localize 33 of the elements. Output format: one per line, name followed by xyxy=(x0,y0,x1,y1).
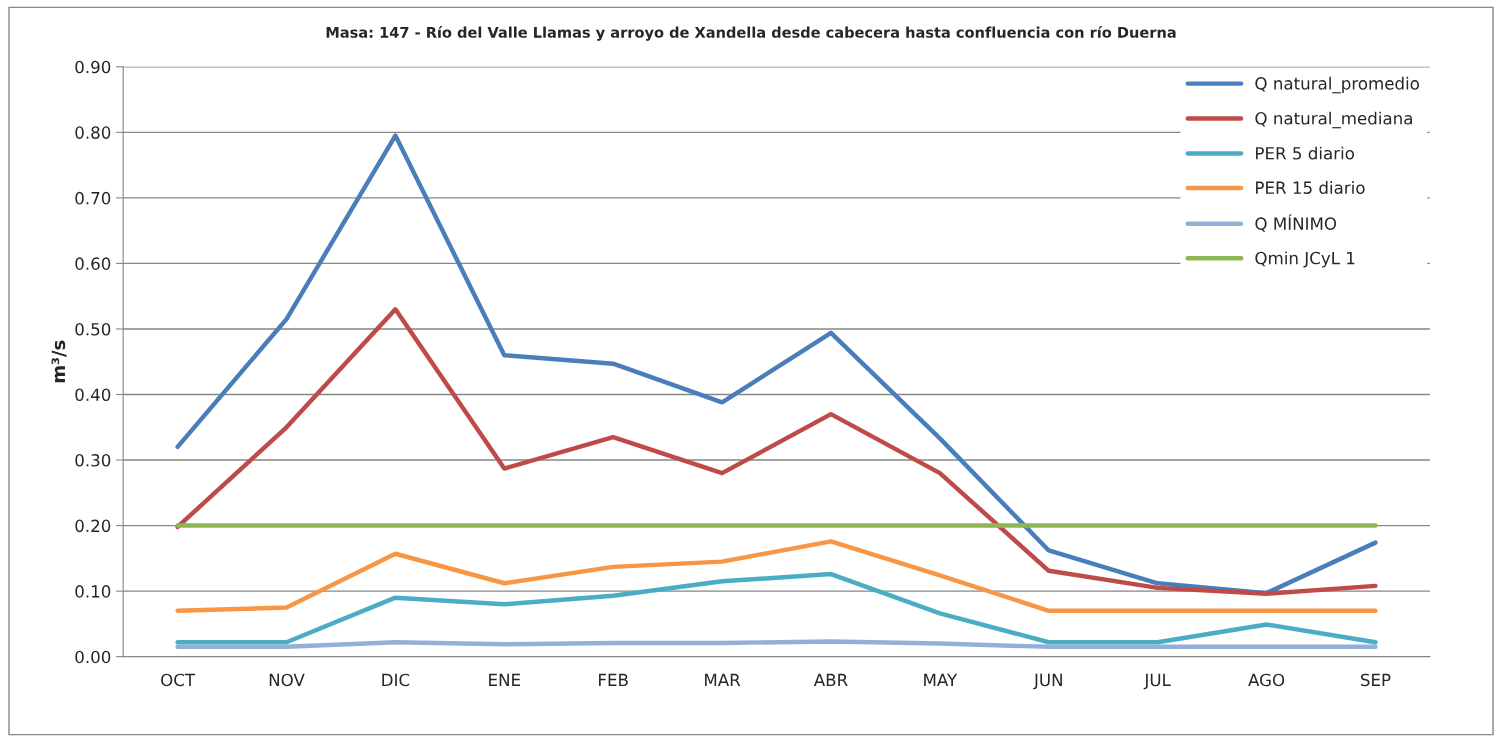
y-axis-title: m³/s xyxy=(51,340,67,383)
x-tick-label: NOV xyxy=(269,673,305,687)
x-tick-label: JUN xyxy=(1033,673,1062,690)
x-tick-label: ENE xyxy=(489,673,520,686)
y-tick-label: 0.00 xyxy=(75,650,111,664)
x-tick-label: FEB xyxy=(599,673,628,686)
line-series xyxy=(175,539,1378,614)
legend-label: PER 15 diario xyxy=(1256,181,1365,194)
y-tick-label: 0.10 xyxy=(75,585,111,598)
legend-label: PER 5 diario xyxy=(1256,146,1354,160)
legend-label: Q natural_mediana xyxy=(1255,111,1412,129)
x-tick-label: ABR xyxy=(813,673,848,686)
legend-label: Qmin JCyL 1 xyxy=(1255,251,1355,268)
y-tick-label: 0.80 xyxy=(75,126,111,139)
y-tick-label: 0.40 xyxy=(75,388,111,402)
y-tick-label: 0.90 xyxy=(75,60,111,74)
legend-label: Q natural_promedio xyxy=(1255,76,1419,94)
y-tick-label: 0.30 xyxy=(75,454,111,467)
y-tick-label: 0.50 xyxy=(75,322,111,336)
x-tick-label: MAR xyxy=(705,673,741,686)
y-tick-label: 0.70 xyxy=(75,191,111,205)
line-series xyxy=(175,307,1378,596)
chart-title: Masa: 147 - Río del Valle Llamas y arroyo de Xandella desde cabecera hasta confluencia con río Duerna xyxy=(326,25,1176,41)
line-series xyxy=(175,571,1378,645)
x-tick-label: AGO xyxy=(1248,673,1285,687)
x-tick-label: SEP xyxy=(1360,673,1391,687)
x-tick-label: JUL xyxy=(1143,673,1171,690)
y-tick-label: 0.20 xyxy=(75,519,111,533)
x-tick-label: OCT xyxy=(161,673,196,687)
x-tick-label: MAY xyxy=(924,673,958,686)
x-tick-label: DIC xyxy=(382,673,410,687)
y-tick-label: 0.60 xyxy=(75,257,111,270)
legend-label: Q MÍNIMO xyxy=(1255,214,1337,232)
